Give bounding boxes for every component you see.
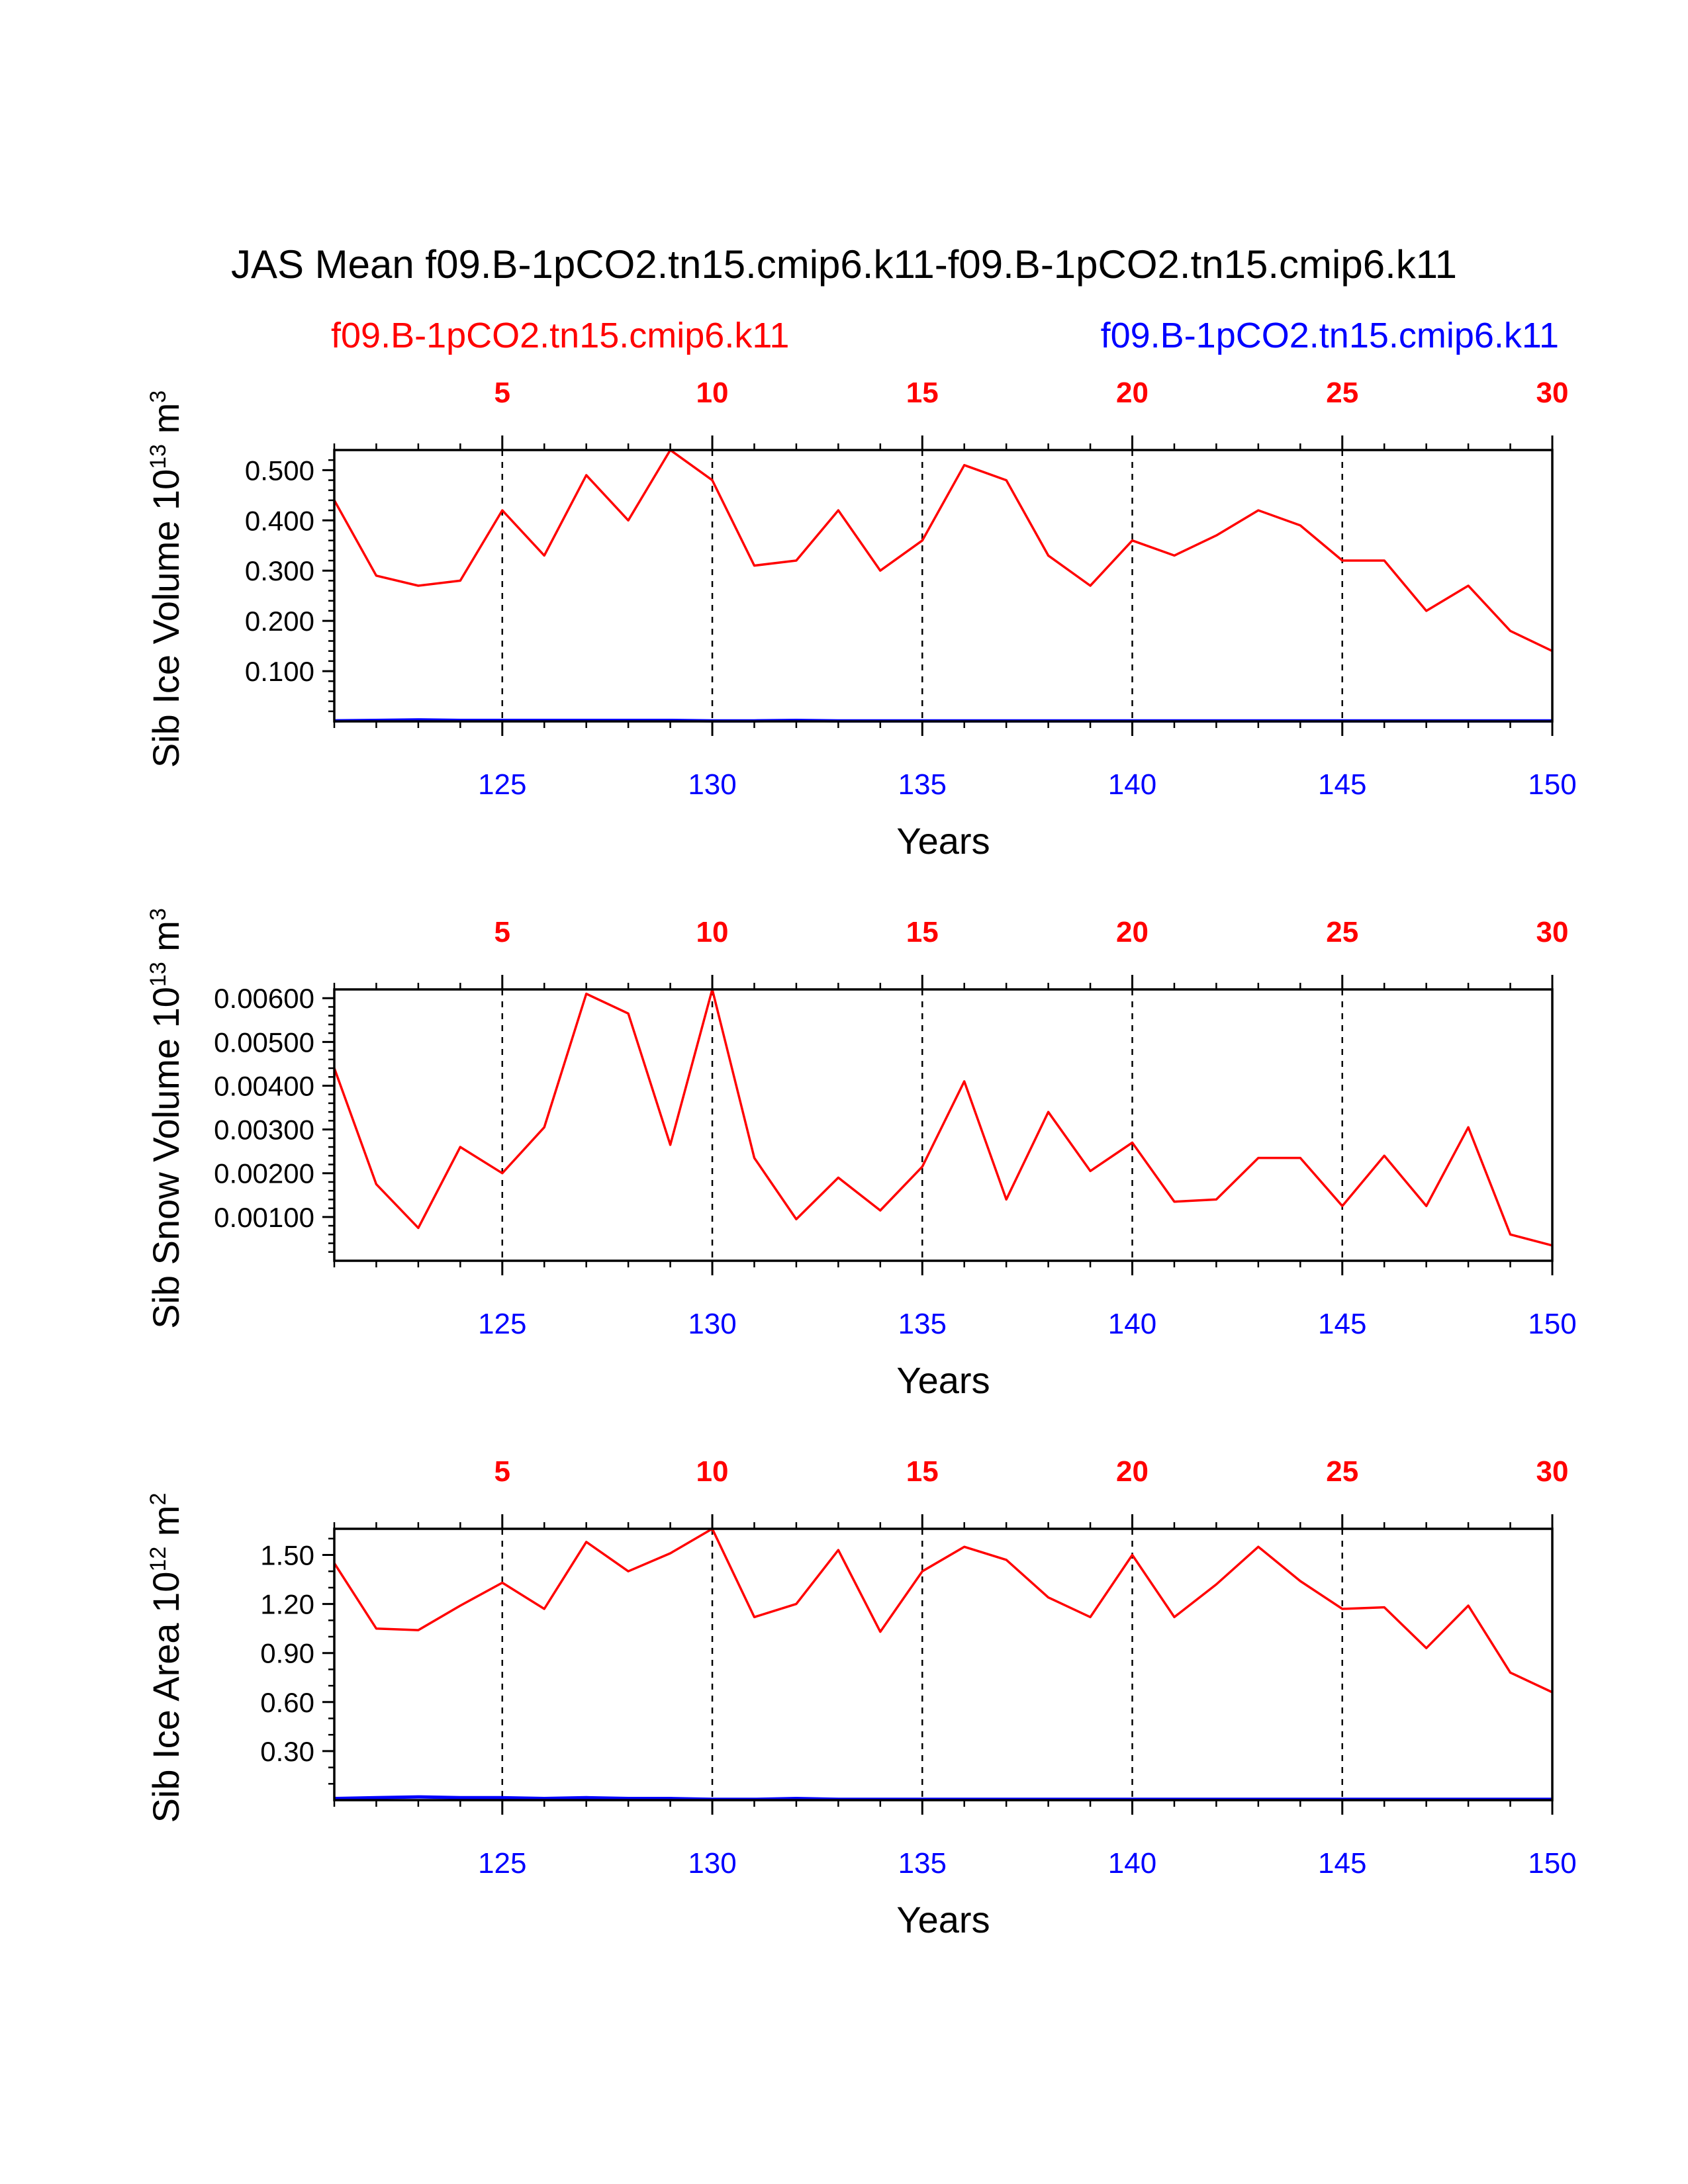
y-tick-label-1: 0.30 (260, 1736, 314, 1767)
x-axis-label: Years (896, 1899, 990, 1940)
top-x-tick-label-5: 25 (1326, 377, 1358, 409)
y-axis-label: Sib Ice Area 1012 m2 (145, 1493, 187, 1823)
x-tick-label-1: 125 (478, 768, 526, 801)
top-x-tick-label-6: 30 (1536, 916, 1569, 948)
y-axis-label-ylabel-unit: m (145, 1506, 187, 1547)
x-tick-label-1: 125 (478, 1847, 526, 1880)
y-tick-label-3: 0.00300 (214, 1115, 314, 1146)
x-tick-label-4: 140 (1108, 1847, 1156, 1880)
series-line-1 (333, 988, 1553, 1247)
x-tick-label-4: 140 (1108, 1308, 1156, 1340)
top-x-tick-label-1: 5 (494, 377, 510, 409)
y-axis-label-ylabel-unit-exp: 3 (146, 908, 171, 921)
y-tick-label-2: 0.200 (245, 606, 314, 637)
y-tick-label-2: 0.60 (260, 1687, 314, 1718)
x-tick-label-5: 145 (1318, 1847, 1366, 1880)
y-axis-label-ylabel: Sib Ice Volume 10 (145, 469, 187, 768)
series-line-2 (334, 1795, 1552, 1801)
y-tick-label-5: 0.00500 (214, 1026, 314, 1058)
top-x-tick-label-2: 10 (696, 916, 729, 948)
plot-frame (333, 1527, 1554, 1801)
x-tick-label-5: 145 (1318, 768, 1366, 801)
panel-2: 0.00100 0.00200 0.00300 0.00400 0.00500 0.006… (145, 908, 1577, 1401)
y-tick-label-5: 1.50 (260, 1540, 314, 1571)
x-tick-label-6: 150 (1528, 1308, 1576, 1340)
x-tick-label-2: 130 (688, 768, 736, 801)
y-axis-label-ylabel-unit: m (145, 403, 187, 444)
y-axis-label-ylabel: Sib Ice Area 10 (145, 1572, 187, 1823)
top-x-tick-label-4: 20 (1116, 916, 1149, 948)
x-tick-label-6: 150 (1528, 1847, 1576, 1880)
x-tick-label-2: 130 (688, 1847, 736, 1880)
top-x-tick-label-3: 15 (906, 1455, 939, 1488)
y-axis-label-ylabel-exp: 13 (146, 444, 171, 469)
x-tick-label-3: 135 (898, 768, 947, 801)
x-axis-label: Years (896, 820, 990, 862)
top-x-tick-label-4: 20 (1116, 377, 1149, 409)
series-line-1 (333, 449, 1553, 653)
y-axis-label-ylabel-unit-exp: 2 (146, 1493, 171, 1506)
plot-frame (333, 449, 1554, 723)
top-x-tick-label-6: 30 (1536, 377, 1569, 409)
x-tick-label-6: 150 (1528, 768, 1576, 801)
case2-label: f09.B-1pCO2.tn15.cmip6.k11 (1101, 316, 1559, 355)
x-axis-label: Years (896, 1359, 990, 1401)
y-tick-label-3: 0.90 (260, 1638, 314, 1669)
x-tick-label-2: 130 (688, 1308, 736, 1340)
top-x-tick-label-5: 25 (1326, 916, 1358, 948)
x-tick-label-3: 135 (898, 1308, 947, 1340)
y-tick-label-4: 0.400 (245, 505, 314, 536)
y-tick-label-2: 0.00200 (214, 1158, 314, 1189)
plot-frame (333, 988, 1554, 1262)
top-x-tick-label-1: 5 (494, 916, 510, 948)
y-tick-label-5: 0.500 (245, 455, 314, 486)
top-x-tick-label-5: 25 (1326, 1455, 1358, 1488)
y-tick-label-4: 0.00400 (214, 1070, 314, 1101)
case1-label: f09.B-1pCO2.tn15.cmip6.k11 (331, 316, 789, 355)
y-axis-label: Sib Ice Volume 1013 m3 (145, 390, 187, 768)
figure-title: JAS Mean f09.B-1pCO2.tn15.cmip6.k11-f09.… (231, 242, 1457, 287)
x-tick-label-4: 140 (1108, 768, 1156, 801)
y-axis-label-ylabel-exp: 12 (146, 1547, 171, 1572)
x-tick-label-5: 145 (1318, 1308, 1366, 1340)
y-axis-label: Sib Snow Volume 1013 m3 (145, 908, 187, 1329)
y-axis-label-ylabel: Sib Snow Volume 10 (145, 987, 187, 1329)
top-x-tick-label-3: 15 (906, 916, 939, 948)
top-x-tick-label-6: 30 (1536, 1455, 1569, 1488)
x-tick-label-1: 125 (478, 1308, 526, 1340)
series-line-1 (333, 1527, 1553, 1694)
y-tick-label-3: 0.300 (245, 555, 314, 586)
top-x-tick-label-2: 10 (696, 1455, 729, 1488)
y-axis-label-ylabel-unit-exp: 3 (146, 390, 171, 403)
panel-3: 0.30 0.60 0.90 1.20 1.50 125 130 135 140 145 150 5 1… (145, 1455, 1577, 1940)
y-axis-label-ylabel-unit: m (145, 921, 187, 962)
top-x-tick-label-1: 5 (494, 1455, 510, 1488)
y-axis-label-ylabel-exp: 13 (146, 962, 171, 987)
y-tick-label-4: 1.20 (260, 1589, 314, 1620)
x-tick-label-3: 135 (898, 1847, 947, 1880)
top-x-tick-label-3: 15 (906, 377, 939, 409)
y-tick-label-6: 0.00600 (214, 983, 314, 1014)
y-tick-label-1: 0.100 (245, 656, 314, 687)
top-x-tick-label-4: 20 (1116, 1455, 1149, 1488)
top-x-tick-label-2: 10 (696, 377, 729, 409)
y-tick-label-1: 0.00100 (214, 1202, 314, 1233)
